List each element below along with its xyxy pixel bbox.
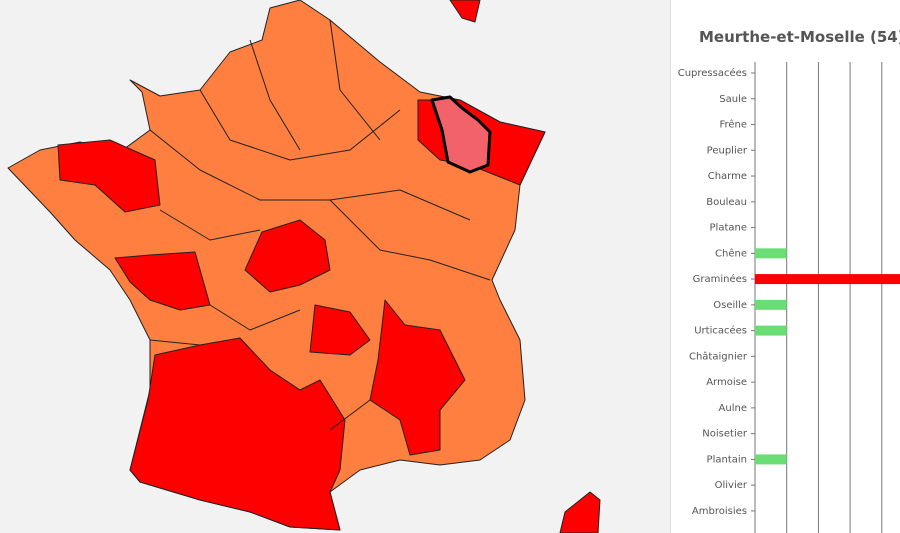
category-label: Noisetier [702, 429, 748, 440]
corsica[interactable] [559, 491, 601, 533]
uk-corner [449, 0, 481, 23]
category-label: Bouleau [706, 197, 747, 208]
category-label: Armoise [706, 377, 747, 388]
bar [755, 274, 900, 285]
category-label: Urticacées [694, 325, 747, 337]
pollen-chart: Cupressacées Saule Frêne Peuplier Charme Boul… [678, 62, 900, 533]
bar [755, 454, 787, 465]
category-label: Saule [719, 94, 747, 105]
region-rhone[interactable] [369, 299, 466, 456]
region-brittany[interactable] [57, 139, 161, 213]
category-label: Plantain [707, 454, 747, 465]
category-label: Ambroisies [692, 506, 747, 517]
category-label: Platane [710, 223, 747, 234]
france-map [7, 0, 601, 533]
category-label: Cupressacées [678, 67, 747, 79]
category-label: Châtaignier [689, 350, 748, 362]
detail-panel: Meurthe-et-Moselle (54) Cupressacées Saul… [670, 0, 900, 533]
bar [755, 299, 787, 310]
region-center[interactable] [244, 219, 331, 293]
region-auvergne[interactable] [309, 304, 371, 356]
category-label: Oseille [713, 300, 747, 311]
category-label: Chêne [715, 247, 747, 259]
category-label: Frêne [719, 119, 747, 131]
bar [755, 325, 787, 336]
bar [755, 248, 787, 259]
panel-pointer [670, 228, 671, 252]
category-label: Peuplier [707, 145, 748, 156]
region-west[interactable] [114, 251, 211, 311]
category-label: Charme [708, 171, 747, 182]
meurthe-et-moselle[interactable] [430, 95, 492, 174]
department-borders [149, 19, 491, 431]
region-southwest[interactable] [129, 337, 346, 531]
category-label: Graminées [693, 273, 747, 285]
category-label: Olivier [715, 480, 748, 491]
panel-title: Meurthe-et-Moselle (54) [699, 28, 900, 46]
category-label: Aulne [719, 403, 747, 414]
